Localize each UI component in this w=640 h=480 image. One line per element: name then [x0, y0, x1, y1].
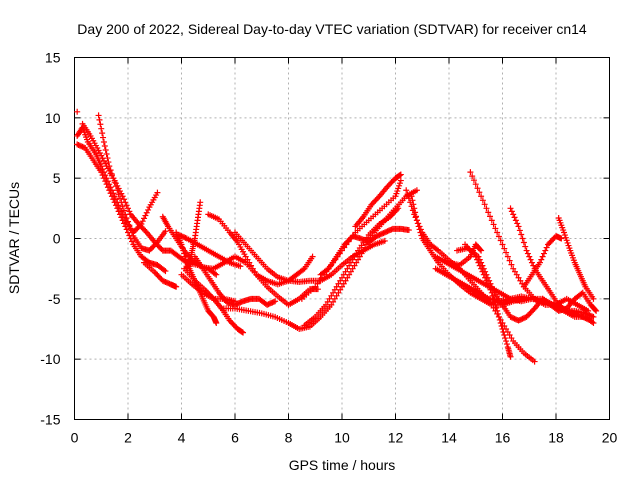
- x-axis-label: GPS time / hours: [289, 457, 396, 473]
- x-tick-label: 2: [124, 430, 132, 446]
- series-track-30: [539, 289, 600, 314]
- y-tick-label: 5: [53, 170, 61, 186]
- x-tick-label: 10: [334, 430, 350, 446]
- series-track-13: [159, 213, 316, 288]
- series-track-26: [467, 169, 592, 314]
- x-tick-label: 8: [285, 430, 293, 446]
- data-point-markers: [446, 241, 485, 269]
- y-tick-label: 15: [45, 50, 61, 66]
- series-track-19: [352, 171, 404, 230]
- series-track-18: [317, 225, 412, 278]
- data-point-markers: [74, 124, 161, 236]
- series-track-16: [301, 205, 402, 329]
- x-tick-label: 20: [602, 430, 618, 446]
- y-tick-label: -5: [48, 291, 61, 307]
- series-track-1: [74, 124, 161, 236]
- data-point-markers: [352, 171, 404, 230]
- data-point-markers: [539, 289, 600, 314]
- data-point-markers: [555, 214, 597, 302]
- y-tick-label: -15: [40, 412, 60, 428]
- series-track-9: [178, 271, 238, 305]
- data-point-markers: [520, 233, 565, 290]
- data-series: [74, 108, 600, 365]
- axis-ticks: 0 2 4 6 8 10 12 14 16 18 20 -15 -10 -5 0 5 10 15: [40, 50, 617, 446]
- x-tick-label: 12: [388, 430, 404, 446]
- series-outlier: [74, 108, 81, 115]
- data-point-markers: [79, 120, 220, 278]
- data-point-markers: [178, 271, 238, 305]
- x-tick-label: 18: [548, 430, 564, 446]
- x-tick-label: 16: [495, 430, 511, 446]
- y-axis-label: SDTVAR / TECUs: [6, 182, 22, 294]
- y-tick-label: 10: [45, 110, 61, 126]
- series-track-28: [520, 233, 565, 290]
- series-track-31: [446, 241, 485, 269]
- data-point-markers: [467, 169, 592, 314]
- series-track-25: [454, 245, 546, 324]
- x-tick-label: 14: [441, 430, 457, 446]
- data-point-markers: [301, 205, 402, 329]
- y-tick-label: -10: [40, 351, 60, 367]
- chart-title: Day 200 of 2022, Sidereal Day-to-day VTE…: [77, 21, 587, 37]
- y-tick-label: 0: [53, 231, 61, 247]
- series-track-4: [79, 120, 220, 278]
- data-point-markers: [454, 245, 546, 324]
- x-tick-label: 6: [231, 430, 239, 446]
- data-point-markers: [74, 141, 169, 275]
- x-tick-label: 0: [71, 430, 79, 446]
- series-track-29: [555, 214, 597, 302]
- series-track-5: [141, 259, 180, 290]
- data-point-marker: [74, 108, 81, 115]
- series-track-2: [74, 141, 169, 275]
- data-point-markers: [317, 225, 412, 278]
- data-point-markers: [141, 259, 180, 290]
- data-point-markers: [159, 213, 316, 288]
- x-tick-label: 4: [178, 430, 186, 446]
